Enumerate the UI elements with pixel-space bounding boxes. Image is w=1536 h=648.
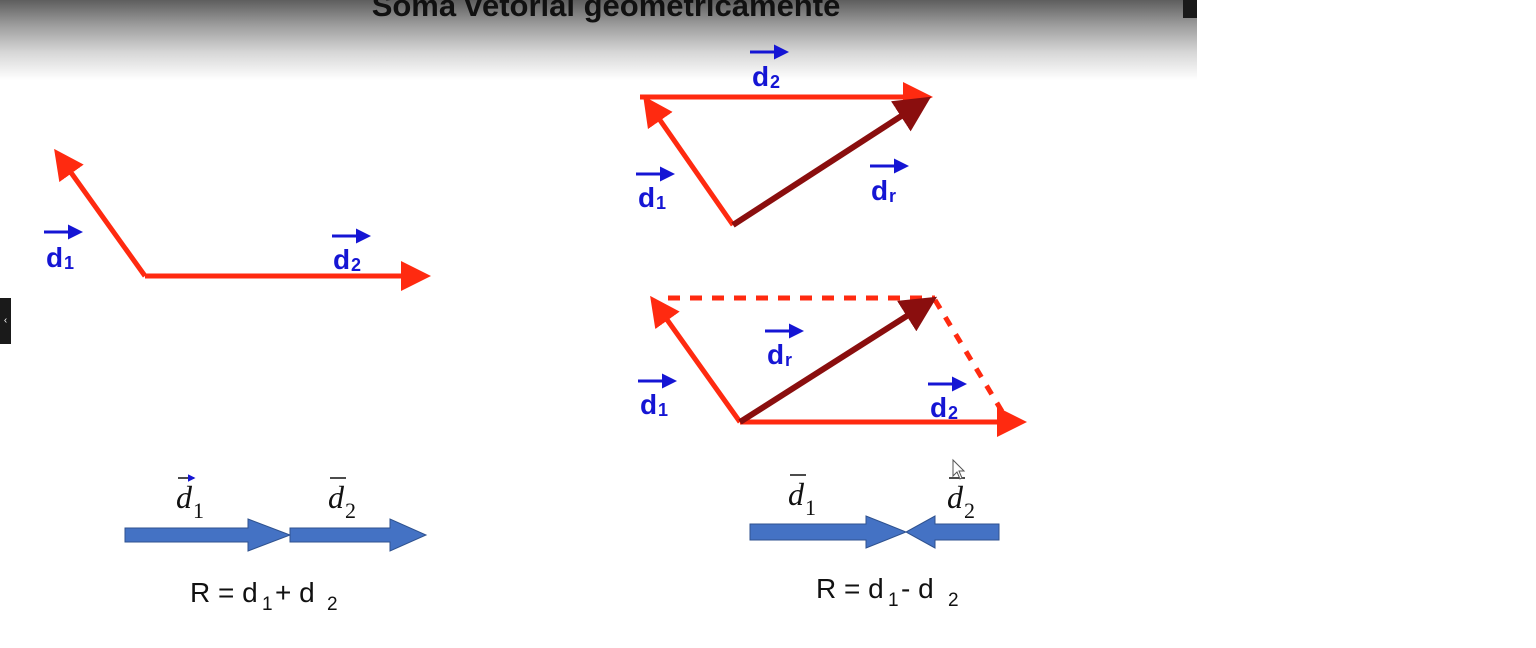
label-dr: d r [765,323,804,370]
svg-text:1: 1 [64,253,74,273]
mouse-cursor-icon [952,458,966,480]
slide-title: Soma vetorial geometricamente [371,0,841,23]
block-arrow-d2 [289,518,428,552]
svg-text:1: 1 [193,498,204,523]
vector-dr [731,96,932,228]
italic-label-d2: d 2 [947,477,975,523]
svg-text:d: d [767,339,784,370]
vector-dr [738,296,938,425]
label-d1: d 1 [44,224,83,273]
svg-text:R = d: R = d [190,577,258,608]
svg-text:d: d [333,244,350,275]
vector-d1 [54,148,148,278]
corner-marker [1183,0,1197,18]
svg-text:d: d [947,479,964,515]
svg-text:1: 1 [805,495,816,520]
svg-text:2: 2 [770,72,780,92]
svg-text:2: 2 [345,498,356,523]
svg-text:d: d [46,242,63,273]
svg-text:d: d [788,476,805,512]
svg-text:2: 2 [327,594,338,615]
empty-area [1197,0,1536,648]
svg-text:- d: - d [901,573,934,604]
label-d2: d 2 [332,228,371,275]
svg-text:r: r [785,350,792,370]
formula-difference: R = d 1 - d 2 [816,573,959,611]
dashed-side-right [932,298,1009,420]
svg-text:2: 2 [964,498,975,523]
italic-label-d1: d 1 [788,474,816,520]
title-band [0,0,1197,80]
svg-text:r: r [889,186,896,206]
label-d2: d 2 [750,44,789,92]
svg-text:R = d: R = d [816,573,884,604]
svg-text:d: d [752,61,769,92]
svg-text:1: 1 [658,400,668,420]
svg-text:d: d [871,175,888,206]
block-arrow-d2 [904,515,1000,549]
figure-parallelogram: d r d 1 d 2 [638,295,1027,437]
svg-text:2: 2 [351,255,361,275]
italic-label-d1: d 1 [176,474,204,523]
figure-triangle: d 2 d 1 d r [636,44,933,228]
svg-text:d: d [640,389,657,420]
vector-d1 [643,95,736,227]
figure-collinear-difference: d 1 d 2 R = d 1 - d 2 [749,474,1000,611]
label-dr: d r [870,158,909,206]
label-d1: d 1 [636,166,675,213]
formula-sum: R = d 1 + d 2 [190,577,338,615]
svg-text:2: 2 [948,403,958,423]
vector-d1 [650,295,743,424]
figure-head-to-tail: d 1 d 2 [44,148,431,291]
svg-text:+ d: + d [275,577,315,608]
svg-text:d: d [930,392,947,423]
figure-collinear-sum: d 1 d 2 R = d 1 + d 2 [124,474,428,615]
svg-text:d: d [638,182,655,213]
block-arrow-d1 [749,515,908,549]
vector-diagram: d 1 d 2 d 2 d 1 d r [44,44,1027,615]
svg-text:2: 2 [948,590,959,611]
side-toggle-button[interactable]: ‹ [0,298,11,344]
label-d1: d 1 [638,373,677,420]
svg-text:1: 1 [656,193,666,213]
svg-text:d: d [328,479,345,515]
italic-label-d2: d 2 [328,477,356,523]
label-d2: d 2 [928,376,967,423]
svg-text:1: 1 [888,590,899,611]
svg-text:1: 1 [262,594,273,615]
svg-text:d: d [176,479,193,515]
block-arrow-d1 [124,518,292,552]
